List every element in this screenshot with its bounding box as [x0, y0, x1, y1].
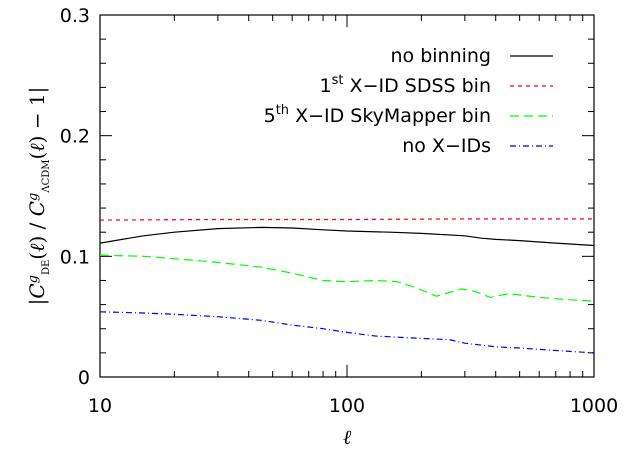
- series-line-2: [99, 218, 594, 221]
- y-tick-label: 0.3: [60, 5, 90, 27]
- series-line-3: [99, 254, 595, 302]
- svg-text:|CgDE(ℓ) / CgΛCDM(ℓ) − 1|: |CgDE(ℓ) / CgΛCDM(ℓ) − 1|: [25, 87, 52, 306]
- y-tick-label: 0: [78, 367, 90, 389]
- plot-frame: [99, 14, 595, 378]
- legend-label-1: no binning: [390, 45, 491, 67]
- x-tick-label: 100: [329, 395, 365, 417]
- y-tick-label: 0.2: [60, 126, 90, 148]
- y-axis-title: |CgDE(ℓ) / CgΛCDM(ℓ) − 1|: [25, 87, 52, 306]
- axis-ticks: 10 100 1000 0 0.1 0.2 0.3: [60, 5, 618, 417]
- y-tick-label: 0.1: [60, 246, 90, 268]
- legend-label-4: no X−IDs: [402, 135, 491, 157]
- legend-label-2: 1st X−ID SDSS bin: [320, 73, 491, 97]
- x-tick-label: 1000: [570, 395, 618, 417]
- x-tick-label: 10: [88, 395, 112, 417]
- series-layer: [99, 218, 595, 354]
- legend-label-3: 5th X−ID SkyMapper bin: [264, 103, 491, 127]
- legend: no binning 1st X−ID SDSS bin 5th X−ID SkyM…: [264, 45, 553, 157]
- series-line-4: [99, 311, 595, 354]
- x-axis-title: ℓ: [343, 425, 352, 449]
- series-line-1: [99, 226, 595, 247]
